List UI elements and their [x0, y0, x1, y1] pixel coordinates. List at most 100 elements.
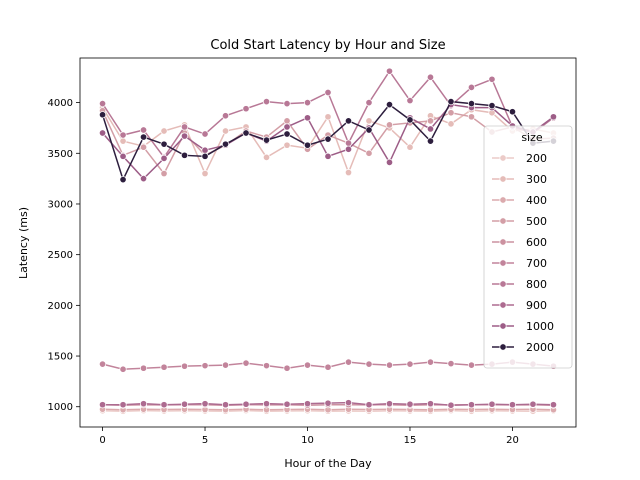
data-point-1000-12: [344, 145, 353, 153]
data-point-800-12: [344, 139, 353, 147]
data-point-900-19: [488, 400, 496, 408]
x-axis-label: Hour of the Day: [284, 457, 372, 470]
data-point-800-10: [303, 99, 312, 107]
data-point-2000-14: [385, 101, 394, 109]
data-point-800-0: [99, 100, 107, 108]
data-point-1000-14: [385, 158, 394, 166]
data-point-500-18: [467, 113, 476, 121]
data-point-800-1: [119, 131, 127, 139]
data-point-700-9: [283, 364, 291, 372]
data-point-500-9: [283, 117, 291, 125]
data-point-700-13: [365, 360, 373, 368]
data-point-700-11: [324, 363, 332, 371]
data-point-900-13: [365, 401, 373, 409]
data-point-700-15: [406, 360, 414, 368]
legend-label-300: 300: [526, 173, 547, 186]
data-point-900-2: [139, 400, 148, 408]
data-point-900-3: [160, 401, 168, 409]
data-point-2000-2: [139, 133, 148, 141]
data-point-500-2: [139, 143, 148, 151]
data-point-700-6: [221, 361, 230, 369]
y-tick-label-1500: 1500: [48, 352, 73, 363]
data-point-500-14: [385, 121, 394, 129]
data-point-300-9: [283, 141, 291, 149]
data-point-900-0: [99, 401, 107, 409]
data-point-900-6: [221, 401, 230, 409]
data-point-300-17: [447, 120, 455, 128]
data-point-2000-11: [324, 135, 332, 143]
legend-marker-1000: [499, 322, 507, 330]
data-point-2000-18: [467, 100, 476, 108]
legend-marker-200: [499, 154, 507, 162]
data-point-2000-1: [119, 176, 127, 184]
legend-label-600: 600: [526, 236, 547, 249]
data-point-800-6: [221, 112, 230, 120]
data-point-700-16: [426, 358, 435, 366]
legend-label-200: 200: [526, 152, 547, 165]
data-point-700-7: [242, 359, 250, 367]
data-point-700-12: [344, 358, 353, 366]
data-point-900-7: [242, 400, 250, 408]
data-point-2000-8: [262, 136, 271, 144]
y-tick-label-1000: 1000: [48, 402, 73, 413]
data-point-700-0: [99, 360, 107, 368]
data-point-2000-10: [303, 141, 312, 149]
legend-marker-700: [499, 259, 507, 267]
data-point-900-15: [406, 400, 414, 408]
data-point-300-15: [406, 143, 414, 151]
legend-label-900: 900: [526, 299, 547, 312]
data-point-2000-4: [180, 151, 189, 159]
data-point-500-3: [160, 170, 168, 178]
y-tick-label-3500: 3500: [48, 149, 73, 160]
data-point-1000-0: [99, 129, 107, 137]
data-point-300-1: [119, 137, 127, 145]
data-point-1000-3: [160, 154, 168, 162]
data-point-900-12: [344, 399, 353, 407]
data-point-2000-13: [365, 126, 373, 134]
y-tick-label-3000: 3000: [48, 199, 73, 210]
data-point-900-17: [447, 401, 455, 409]
data-point-800-2: [139, 126, 148, 134]
data-point-500-13: [365, 149, 373, 157]
data-point-1000-5: [201, 146, 209, 154]
data-point-800-7: [242, 105, 250, 113]
data-point-900-18: [467, 401, 476, 409]
legend-label-2000: 2000: [526, 341, 554, 354]
data-point-700-10: [303, 361, 312, 369]
legend-label-500: 500: [526, 215, 547, 228]
data-point-2000-20: [508, 108, 517, 116]
y-axis-label: Latency (ms): [17, 207, 30, 279]
data-point-1000-2: [139, 175, 148, 183]
data-point-2000-9: [283, 130, 291, 138]
data-point-700-2: [139, 364, 148, 372]
data-point-700-5: [201, 362, 209, 370]
legend-box: [483, 125, 573, 369]
data-point-800-4: [180, 123, 189, 131]
legend-marker-300: [499, 175, 507, 183]
data-point-900-5: [201, 400, 209, 408]
series-1000: [99, 101, 558, 183]
data-point-500-17: [447, 109, 455, 117]
data-point-800-11: [324, 88, 332, 97]
data-point-800-15: [406, 97, 414, 105]
data-point-2000-17: [447, 98, 455, 106]
data-point-800-9: [283, 100, 291, 108]
legend-title: size: [521, 131, 543, 144]
data-point-700-18: [467, 361, 476, 369]
legend-label-400: 400: [526, 194, 547, 207]
legend-marker-2000: [499, 343, 507, 351]
y-tick-label-2000: 2000: [48, 301, 73, 312]
data-point-900-14: [385, 400, 394, 408]
legend-marker-400: [499, 196, 507, 204]
data-point-1000-11: [324, 152, 332, 160]
data-point-2000-19: [488, 102, 496, 110]
data-point-1000-10: [303, 114, 312, 122]
data-point-900-11: [324, 399, 332, 407]
series-900: [99, 399, 558, 409]
data-point-2000-0: [99, 111, 107, 119]
data-point-1000-1: [119, 152, 127, 160]
data-point-300-3: [160, 127, 168, 135]
x-tick-label-20: 20: [506, 435, 519, 446]
data-point-1000-4: [180, 132, 189, 140]
data-point-500-16: [426, 117, 435, 125]
